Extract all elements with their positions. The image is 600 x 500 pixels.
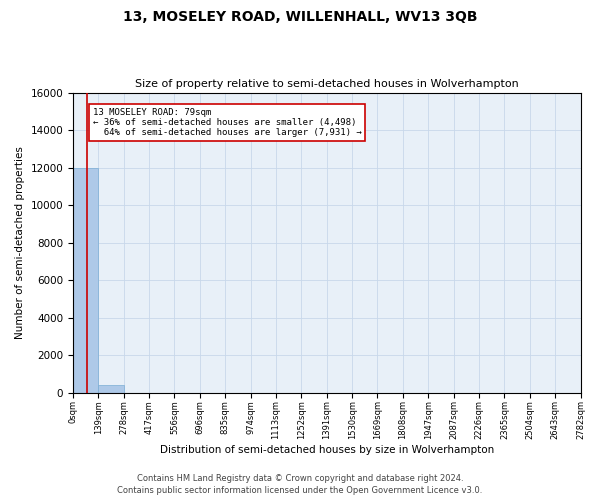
- Text: 13, MOSELEY ROAD, WILLENHALL, WV13 3QB: 13, MOSELEY ROAD, WILLENHALL, WV13 3QB: [123, 10, 477, 24]
- Bar: [73, 168, 98, 392]
- Bar: [98, 384, 124, 392]
- Y-axis label: Number of semi-detached properties: Number of semi-detached properties: [15, 146, 25, 339]
- Text: Contains HM Land Registry data © Crown copyright and database right 2024.
Contai: Contains HM Land Registry data © Crown c…: [118, 474, 482, 495]
- Text: 13 MOSELEY ROAD: 79sqm
← 36% of semi-detached houses are smaller (4,498)
  64% o: 13 MOSELEY ROAD: 79sqm ← 36% of semi-det…: [93, 108, 362, 138]
- Title: Size of property relative to semi-detached houses in Wolverhampton: Size of property relative to semi-detach…: [135, 79, 518, 89]
- X-axis label: Distribution of semi-detached houses by size in Wolverhampton: Distribution of semi-detached houses by …: [160, 445, 494, 455]
